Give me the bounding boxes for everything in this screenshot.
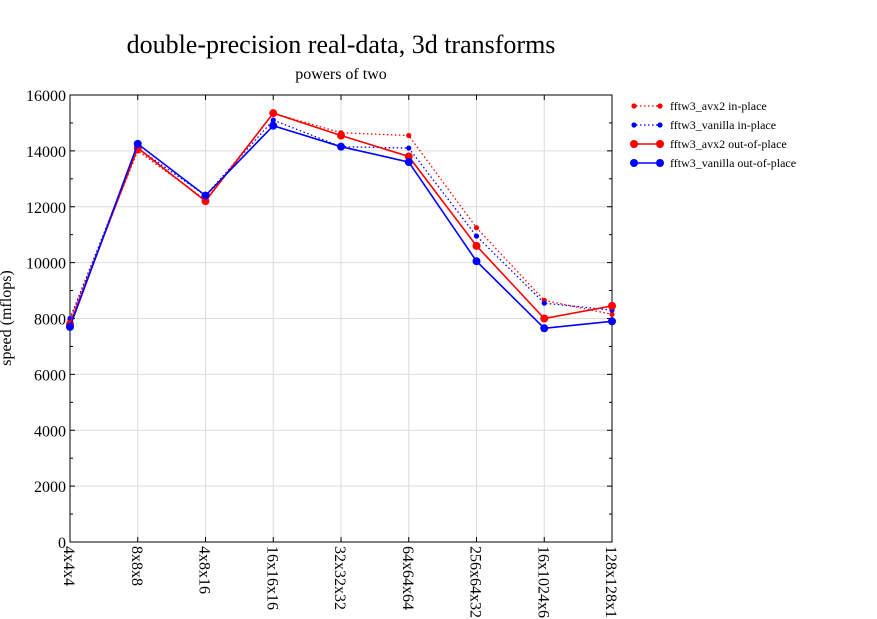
- data-point: [66, 322, 74, 331]
- x-tick-label: 256x64x32: [467, 546, 484, 618]
- grid: [69, 94, 613, 543]
- legend-label: fftw3_vanilla in-place: [670, 118, 776, 132]
- y-tick-label: 14000: [26, 144, 66, 161]
- series-fftw3-vanilla-out-of-place: [66, 121, 616, 333]
- legend-label: fftw3_avx2 in-place: [670, 99, 767, 113]
- data-point: [541, 300, 547, 306]
- data-point: [406, 132, 412, 139]
- y-tick-label: 2000: [34, 479, 66, 496]
- data-point: [269, 121, 278, 130]
- y-tick-label: 8000: [34, 312, 66, 329]
- x-tick-label: 8x8x8: [128, 546, 145, 586]
- data-point: [269, 109, 278, 118]
- x-tick-label: 128x128x1: [602, 546, 619, 618]
- data-point: [472, 257, 481, 266]
- legend-item: fftw3_avx2 in-place: [631, 99, 767, 113]
- legend-swatch-marker: [657, 122, 663, 128]
- legend-swatch-marker: [630, 140, 638, 148]
- y-tick-label: 4000: [34, 423, 66, 440]
- y-tick-label: 10000: [26, 256, 66, 273]
- legend-label: fftw3_vanilla out-of-place: [670, 156, 796, 170]
- data-point: [201, 197, 210, 206]
- x-tick-label: 16x16x16: [263, 546, 280, 610]
- chart-title: double-precision real-data, 3d transform…: [127, 30, 556, 59]
- x-tick-label: 4x8x16: [196, 546, 213, 594]
- data-point: [473, 225, 480, 231]
- data-point: [540, 324, 549, 333]
- data-point: [270, 117, 276, 123]
- y-tick-label: 0: [58, 535, 66, 552]
- x-tick-label: 32x32x32: [331, 546, 348, 610]
- legend-item: fftw3_vanilla out-of-place: [630, 156, 796, 170]
- legend-item: fftw3_vanilla in-place: [631, 118, 776, 132]
- data-point: [337, 142, 345, 151]
- data-point: [540, 314, 549, 323]
- x-axis: 4x4x4 8x8x8 4x8x16 16x16x16 32x32x32 64x64x64…: [60, 95, 619, 618]
- x-tick-label: 4x4x4: [60, 546, 77, 586]
- legend-swatch-marker: [631, 103, 637, 109]
- legend-swatch-marker: [631, 122, 637, 128]
- data-point: [473, 233, 480, 239]
- series-group: [66, 109, 616, 333]
- data-point: [404, 152, 413, 161]
- data-point: [406, 145, 412, 151]
- y-axis-label: speed (mflops): [0, 270, 15, 366]
- x-tick-label: 64x64x64: [399, 546, 416, 610]
- legend-swatch-marker: [656, 140, 664, 148]
- legend-swatch-marker: [656, 159, 664, 167]
- x-tick-label: 16x1024x6: [534, 546, 551, 618]
- legend-swatch-marker: [630, 159, 638, 167]
- legend: fftw3_avx2 in-place fftw3_vanilla in-plac…: [630, 99, 796, 170]
- data-point: [201, 191, 210, 200]
- data-point: [133, 139, 142, 148]
- data-point: [337, 131, 345, 140]
- y-tick-label: 12000: [26, 200, 66, 217]
- data-point: [608, 301, 616, 310]
- data-point: [608, 317, 616, 326]
- data-point: [404, 158, 413, 167]
- chart-subtitle: powers of two: [295, 66, 387, 83]
- y-tick-label: 6000: [34, 367, 66, 384]
- data-point: [472, 241, 481, 250]
- data-point: [609, 311, 615, 317]
- y-axis: 0 2000 4000 6000 8000 10000 12000 14000 16000: [26, 88, 612, 552]
- legend-label: fftw3_avx2 out-of-place: [670, 137, 787, 151]
- legend-swatch-marker: [657, 103, 663, 109]
- legend-item: fftw3_avx2 out-of-place: [630, 137, 787, 151]
- y-tick-label: 16000: [26, 88, 66, 105]
